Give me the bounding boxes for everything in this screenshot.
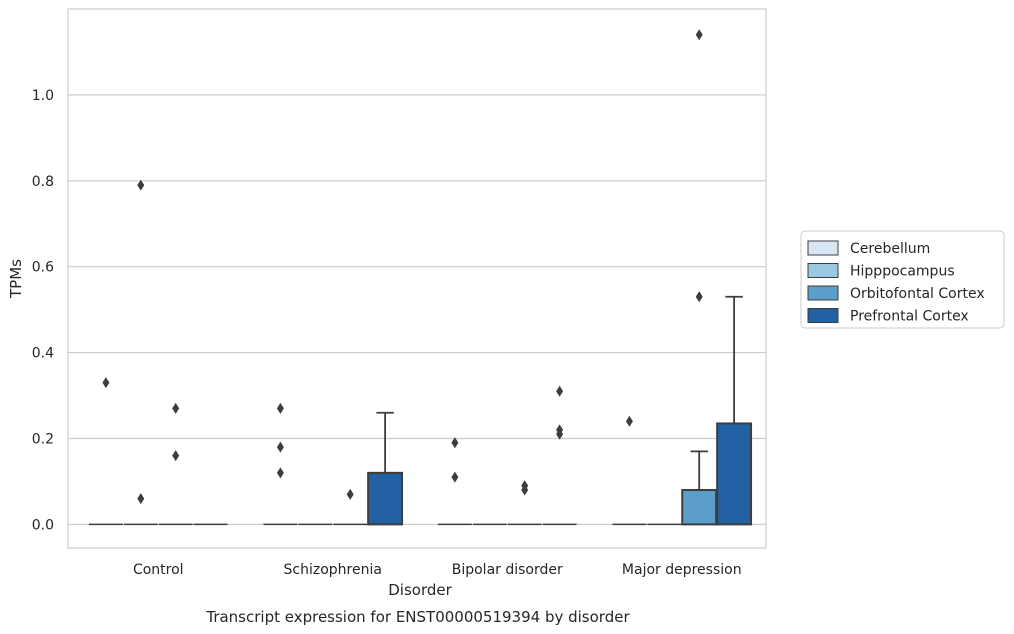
legend-label: Orbitofontal Cortex: [850, 286, 985, 302]
y-tick-label: 0.0: [32, 517, 54, 533]
x-axis-label: Disorder: [388, 581, 452, 599]
y-tick-label: 1.0: [32, 88, 54, 104]
x-axis-ticks: Control Schizophrenia Bipolar disorder Majo…: [133, 562, 742, 578]
outlier-point: [172, 450, 180, 462]
box: [367, 471, 404, 526]
x-tick-label: Bipolar disorder: [452, 562, 563, 578]
legend: Cerebellum Hipppocampus Orbitofontal Corte…: [800, 230, 1005, 329]
legend-label: Cerebellum: [850, 241, 930, 257]
y-tick-label: 0.8: [32, 174, 54, 190]
outlier-point: [137, 493, 145, 505]
legend-swatch: [807, 263, 839, 278]
outlier-point: [451, 471, 459, 483]
legend-label: Hipppocampus: [850, 264, 955, 280]
outlier-point: [276, 467, 284, 479]
legend-frame: [800, 230, 1005, 329]
legend-swatch: [807, 285, 839, 301]
y-axis-ticks: 0.0 0.2 0.4 0.6 0.8 1.0: [32, 88, 54, 533]
box: [681, 489, 718, 526]
outlier-point: [276, 441, 284, 453]
y-tick-label: 0.2: [32, 431, 54, 447]
y-axis-label: TPMs: [7, 259, 25, 299]
outlier-point: [625, 415, 633, 427]
outlier-point: [556, 385, 564, 397]
outlier-point: [172, 402, 180, 414]
outlier-point: [276, 402, 284, 414]
x-tick-label: Control: [133, 562, 184, 578]
box-group: [437, 385, 577, 526]
outlier-point: [102, 377, 110, 389]
outlier-point: [556, 428, 564, 440]
box-group: [612, 29, 753, 526]
outlier-point: [346, 488, 354, 500]
outlier-point: [521, 484, 529, 496]
outlier-point: [695, 29, 703, 41]
outlier-point: [137, 179, 145, 191]
x-tick-label: Schizophrenia: [284, 562, 382, 578]
outlier-point: [451, 437, 459, 449]
plot-area-frame: [67, 8, 767, 549]
box: [716, 422, 753, 526]
chart-caption: Transcript expression for ENST0000051939…: [205, 608, 630, 626]
y-tick-label: 0.4: [32, 346, 54, 362]
box-groups: [88, 29, 753, 526]
box-group: [88, 179, 228, 526]
legend-label: Prefrontal Cortex: [850, 309, 969, 325]
legend-swatch: [807, 240, 839, 256]
x-tick-label: Major depression: [622, 562, 742, 578]
outlier-point: [695, 291, 703, 303]
y-tick-label: 0.6: [32, 260, 54, 276]
legend-swatch: [807, 308, 839, 323]
box-group: [263, 402, 404, 526]
